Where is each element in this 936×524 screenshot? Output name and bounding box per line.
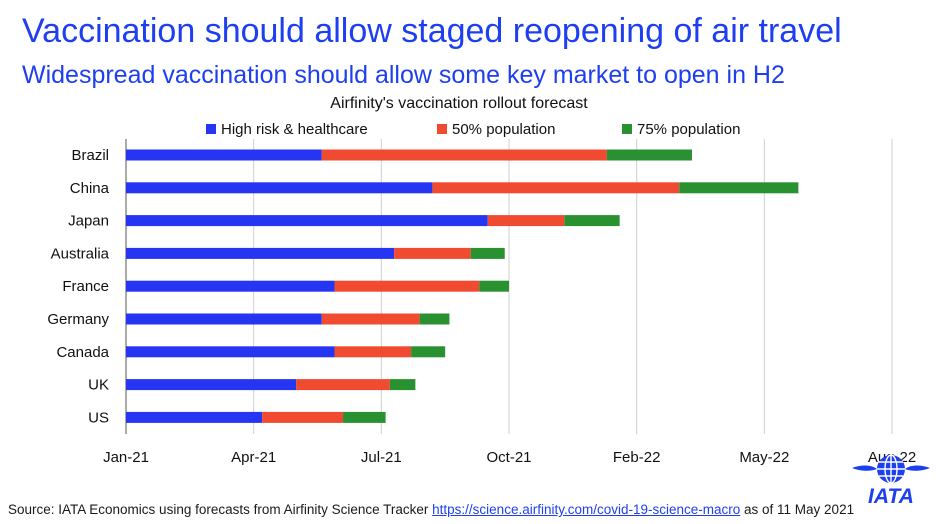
bar-segment	[487, 215, 565, 227]
bar-segment	[126, 280, 335, 292]
y-category-label: Brazil	[71, 147, 109, 164]
bar-segment	[564, 215, 620, 227]
y-category-label: Canada	[56, 344, 109, 361]
bar-segment	[606, 149, 692, 161]
rollout-chart: Airfinity's vaccination rollout forecast…	[47, 95, 916, 466]
source-note: Source: IATA Economics using forecasts f…	[8, 502, 854, 517]
x-tick-label: Oct-21	[486, 449, 531, 466]
iata-globe-icon	[852, 454, 930, 484]
x-tick-label: Jul-21	[361, 449, 402, 466]
legend-swatch	[206, 124, 216, 134]
bar-segment	[126, 149, 322, 161]
source-prefix: Source: IATA Economics using forecasts f…	[8, 502, 433, 517]
iata-logo: IATA	[852, 454, 930, 506]
bar-segment	[470, 247, 505, 259]
bar-segment	[126, 379, 297, 391]
y-category-label: France	[62, 278, 109, 295]
bar-segment	[343, 411, 386, 423]
bar-segment	[394, 247, 471, 259]
source-suffix: as of 11 May 2021	[740, 502, 855, 517]
bar-segment	[389, 379, 416, 391]
legend-swatch	[622, 124, 632, 134]
bar-segment	[126, 346, 335, 358]
bar-segment	[479, 280, 509, 292]
y-category-label: US	[88, 409, 109, 426]
x-tick-label: May-22	[739, 449, 789, 466]
x-tick-label: Jan-21	[103, 449, 149, 466]
y-category-label: Australia	[51, 245, 110, 262]
bar-segment	[411, 346, 446, 358]
bar-segment	[321, 149, 607, 161]
legend-label: High risk & healthcare	[221, 121, 368, 138]
bar-segment	[262, 411, 344, 423]
bar-segment	[321, 313, 420, 325]
chart-title: Airfinity's vaccination rollout forecast	[330, 95, 588, 112]
iata-logo-text: IATA	[868, 485, 914, 506]
bar-segment	[126, 215, 488, 227]
x-tick-label: Apr-21	[231, 449, 276, 466]
x-tick-label: Feb-22	[613, 449, 661, 466]
y-category-label: China	[70, 180, 110, 197]
bar-segment	[679, 182, 799, 194]
legend-swatch	[437, 124, 447, 134]
legend-label: 75% population	[637, 121, 740, 138]
bar-segment	[126, 247, 395, 259]
bar-segment	[432, 182, 680, 194]
y-category-label: Germany	[47, 311, 109, 328]
bar-segment	[419, 313, 450, 325]
y-category-label: Japan	[68, 213, 109, 230]
bar-segment	[126, 313, 322, 325]
page-title: Vaccination should allow staged reopenin…	[22, 12, 842, 50]
bar-segment	[334, 346, 412, 358]
bar-segment	[126, 182, 433, 194]
page-subtitle: Widespread vaccination should allow some…	[22, 61, 785, 89]
bar-segment	[296, 379, 390, 391]
bar-segment	[334, 280, 480, 292]
y-category-label: UK	[88, 377, 109, 394]
source-link[interactable]: https://science.airfinity.com/covid-19-s…	[432, 502, 741, 517]
bar-segment	[126, 411, 263, 423]
legend-label: 50% population	[452, 121, 555, 138]
